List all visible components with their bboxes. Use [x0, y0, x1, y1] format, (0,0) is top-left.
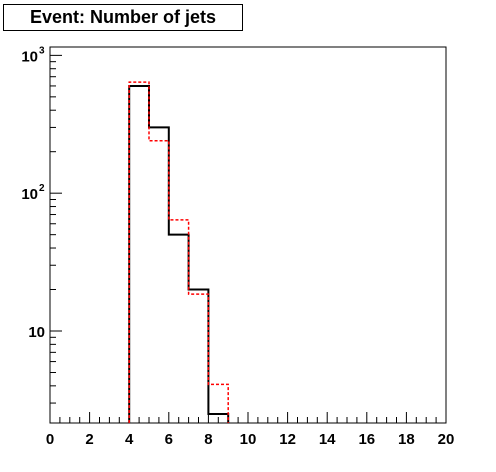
x-tick-label: 6 [165, 431, 173, 448]
x-tick-label: 12 [279, 431, 296, 448]
series-layer [128, 81, 230, 423]
x-tick-label: 8 [204, 431, 212, 448]
y-tick-label: 10 [28, 324, 45, 341]
y-tick-exponent: 3 [39, 45, 45, 56]
x-tick-label: 0 [46, 431, 54, 448]
x-tick-label: 14 [319, 431, 336, 448]
x-tick-label: 18 [398, 431, 415, 448]
y-tick-label: 10 [21, 186, 38, 203]
x-tick-label: 20 [438, 431, 455, 448]
x-tick-label: 4 [125, 431, 134, 448]
plot-frame [49, 46, 447, 424]
chart-title: Event: Number of jets [29, 7, 217, 27]
x-tick-label: 10 [240, 431, 257, 448]
y-tick-label: 10 [21, 48, 38, 65]
y-tick-exponent: 2 [39, 183, 45, 194]
x-tick-label: 2 [85, 431, 93, 448]
chart-title-box: Event: Number of jets [3, 4, 243, 31]
histogram-series-solid [128, 84, 230, 423]
x-axis: 0 2 4 6 8 10 12 14 16 18 20 [46, 412, 455, 448]
x-tick-label: 16 [358, 431, 375, 448]
histogram-series-dashed [128, 81, 229, 423]
